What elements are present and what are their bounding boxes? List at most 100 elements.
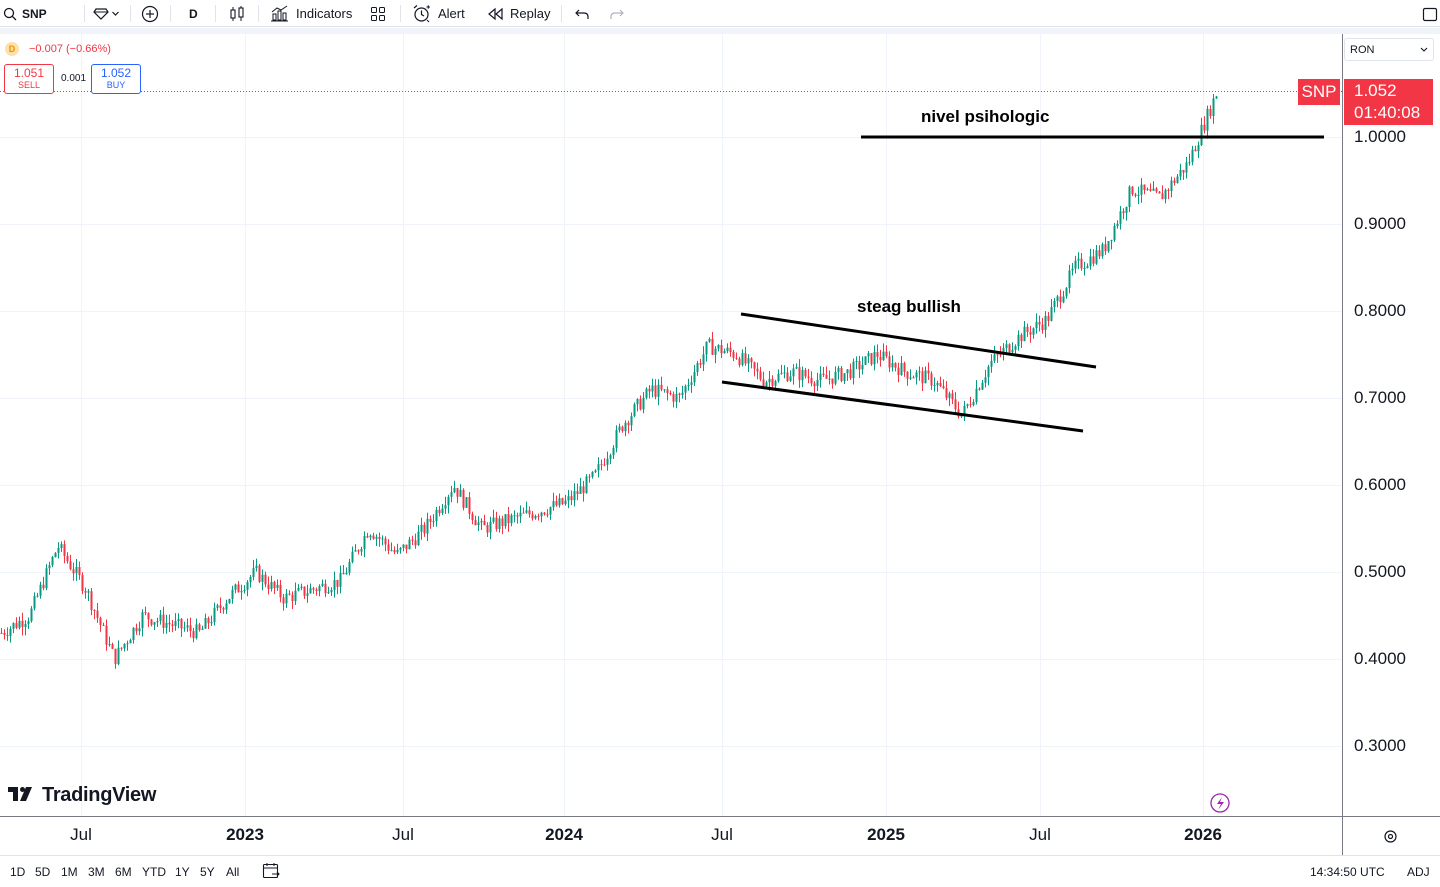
candle-body <box>309 588 312 594</box>
candle-body <box>1047 315 1050 321</box>
candle-body <box>768 378 771 383</box>
candle-body <box>108 644 111 646</box>
candle-body <box>1092 256 1095 264</box>
candle-body <box>441 508 444 514</box>
candle-body <box>1200 124 1203 146</box>
range-button-ytd[interactable]: YTD <box>142 865 166 879</box>
candle-body <box>3 633 6 636</box>
range-button-1y[interactable]: 1Y <box>175 865 190 879</box>
candle-body <box>78 567 81 576</box>
compare-button[interactable] <box>141 0 159 27</box>
calendar-icon <box>262 862 281 882</box>
time-tick-label: 2024 <box>545 825 583 844</box>
candle-body <box>405 544 408 550</box>
candle-body <box>318 586 321 592</box>
candle-body <box>423 524 426 534</box>
candles-icon <box>229 5 245 23</box>
layouts-button[interactable] <box>370 0 386 27</box>
candle-body <box>1011 349 1014 353</box>
price-chart[interactable] <box>0 34 1342 816</box>
candle-body <box>156 620 159 623</box>
channel-label[interactable]: steag bullish <box>857 297 961 316</box>
chart-style-button[interactable] <box>229 0 245 27</box>
clock-timezone[interactable]: 14:34:50 UTC <box>1310 865 1385 879</box>
candle-body <box>1104 244 1107 252</box>
candle-body <box>687 384 690 387</box>
resistance-label[interactable]: nivel psihologic <box>921 107 1050 126</box>
range-button-5y[interactable]: 5Y <box>200 865 215 879</box>
flag-lower-line[interactable] <box>721 380 1084 433</box>
candle-body <box>855 360 858 362</box>
candle-body <box>1149 189 1152 191</box>
candle-body <box>591 471 594 477</box>
candle-body <box>366 535 369 538</box>
candle-body <box>66 555 69 562</box>
candle-body <box>390 550 393 552</box>
candle-body <box>336 579 339 587</box>
candle-body <box>906 371 909 379</box>
candle-body <box>228 598 231 604</box>
range-button-all[interactable]: All <box>226 865 240 879</box>
candle-body <box>327 592 330 594</box>
replay-button[interactable]: Replay <box>487 0 550 27</box>
time-axis[interactable]: Jul 2023 Jul 2024 Jul 2025 Jul 2026 <box>0 816 1342 855</box>
indicators-button[interactable]: Indicators <box>270 0 352 27</box>
candle-body <box>495 517 498 530</box>
candle-body <box>306 593 309 596</box>
undo-icon <box>574 7 590 21</box>
candle-body <box>1059 296 1062 303</box>
price-axis[interactable]: 1.0000 0.9000 0.8000 0.7000 0.6000 0.5000 0.40… <box>1342 34 1440 816</box>
candle-body <box>1056 296 1059 302</box>
candle-body <box>579 486 582 494</box>
candle-body <box>150 619 153 625</box>
range-button-1m[interactable]: 1M <box>61 865 78 879</box>
candle-body <box>690 382 693 385</box>
lightning-icon[interactable] <box>1210 793 1230 813</box>
candle-body <box>99 617 102 625</box>
candle-body <box>36 595 39 597</box>
candle-body <box>486 525 489 533</box>
candle-body <box>54 552 57 558</box>
alert-button[interactable]: Alert <box>412 0 465 27</box>
candle-body <box>252 568 255 578</box>
settings-icon[interactable] <box>1383 829 1398 849</box>
range-button-1d[interactable]: 1D <box>10 865 26 879</box>
redo-button[interactable] <box>609 0 625 27</box>
symbol-search[interactable]: SNP <box>3 0 47 27</box>
undo-button[interactable] <box>574 0 590 27</box>
market-status-badge[interactable]: D <box>5 42 19 56</box>
last-price-value: 1.052 <box>1354 81 1397 100</box>
candle-body <box>39 584 42 596</box>
price-tick-label: 0.3000 <box>1354 736 1406 755</box>
buy-button[interactable]: 1.052 BUY <box>91 64 141 94</box>
toolbar-divider <box>130 5 131 22</box>
candle-body <box>981 382 984 390</box>
range-button-6m[interactable]: 6M <box>115 865 132 879</box>
candle-body <box>351 551 354 563</box>
candle-body <box>609 455 612 459</box>
candle-body <box>291 594 294 602</box>
candle-body <box>138 628 141 632</box>
adjustment-toggle[interactable]: ADJ <box>1407 865 1430 879</box>
candle-body <box>633 404 636 417</box>
flag-upper-line[interactable] <box>740 312 1097 369</box>
candle-body <box>342 572 345 575</box>
tradingview-logo[interactable]: TradingView <box>8 784 156 807</box>
candle-body <box>762 379 765 387</box>
candle-body <box>1014 346 1017 350</box>
sell-button[interactable]: 1.051 SELL <box>4 64 54 94</box>
currency-dropdown[interactable]: RON <box>1344 38 1434 61</box>
candle-body <box>933 385 936 387</box>
candle-body <box>903 362 906 372</box>
chart-pane[interactable] <box>0 34 1342 816</box>
candle-body <box>168 622 171 625</box>
candle-body <box>372 535 375 539</box>
interval-button[interactable]: D <box>189 6 198 21</box>
range-button-3m[interactable]: 3M <box>88 865 105 879</box>
fullscreen-button[interactable] <box>1422 0 1438 27</box>
goto-date-button[interactable] <box>262 856 281 887</box>
range-button-5d[interactable]: 5D <box>35 865 51 879</box>
symbol-type-dropdown[interactable] <box>93 0 120 27</box>
candle-body <box>132 627 135 641</box>
candle-body <box>381 538 384 540</box>
